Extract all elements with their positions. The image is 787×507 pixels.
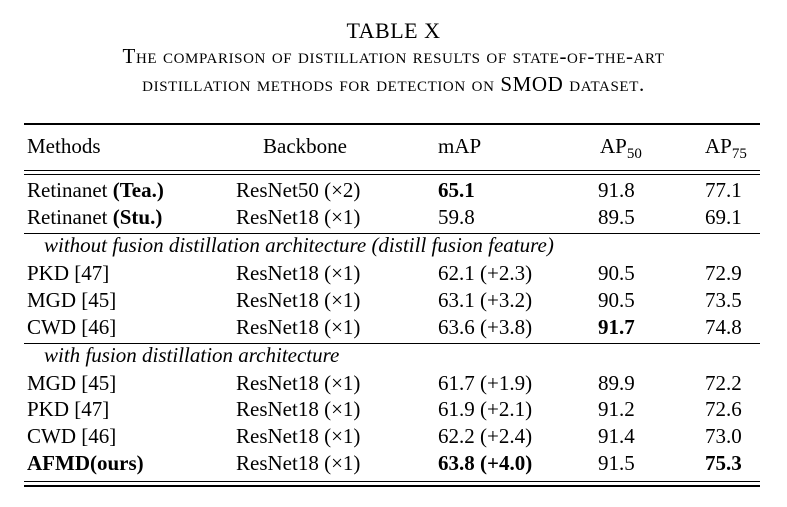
backbone-cell: ResNet18 (×1) [236, 205, 361, 229]
table-row: MGD [45] ResNet18 (×1) 61.7 (+1.9) 89.9 … [0, 368, 787, 398]
method-cell: AFMD(ours) [27, 451, 144, 475]
header-ap50: AP50 [600, 134, 642, 162]
ap75-cell: 72.6 [705, 397, 742, 421]
method-cell: PKD [47] [27, 261, 110, 285]
ap50-cell: 91.7 [598, 315, 635, 339]
header-methods: Methods [27, 134, 101, 158]
header-rule-lower [24, 174, 760, 175]
ap75-cell: 74.8 [705, 315, 742, 339]
section-1-title: without fusion distillation architecture… [44, 233, 554, 257]
table-row: AFMD(ours) ResNet18 (×1) 63.8 (+4.0) 91.… [0, 448, 787, 478]
ap75-cell: 75.3 [705, 451, 742, 475]
map-cell: 62.1 (+2.3) [438, 261, 533, 285]
backbone-cell: ResNet50 (×2) [236, 178, 361, 202]
header-backbone: Backbone [263, 134, 347, 158]
table-caption-line-2: distillation methods for detection on SM… [142, 72, 645, 96]
top-rule [24, 123, 760, 125]
map-cell: 63.8 (+4.0) [438, 451, 533, 475]
ap50-cell: 91.2 [598, 397, 635, 421]
map-cell: 62.2 (+2.4) [438, 424, 533, 448]
method-cell: MGD [45] [27, 288, 117, 312]
table-row: PKD [47] ResNet18 (×1) 61.9 (+2.1) 91.2 … [0, 394, 787, 424]
ap50-cell: 90.5 [598, 288, 635, 312]
method-cell: PKD [47] [27, 397, 110, 421]
method-cell: MGD [45] [27, 371, 117, 395]
ap50-cell: 91.5 [598, 451, 635, 475]
bottom-rule-upper [24, 481, 760, 482]
map-cell: 65.1 [438, 178, 475, 202]
map-cell: 59.8 [438, 205, 475, 229]
table-row: CWD [46] ResNet18 (×1) 62.2 (+2.4) 91.4 … [0, 421, 787, 451]
backbone-cell: ResNet18 (×1) [236, 451, 361, 475]
method-cell: Retinanet (Tea.) [27, 178, 164, 202]
map-cell: 61.7 (+1.9) [438, 371, 533, 395]
section-1-rule [24, 233, 760, 234]
method-cell: CWD [46] [27, 424, 117, 448]
table-row: Retinanet (Stu.) ResNet18 (×1) 59.8 89.5… [0, 202, 787, 232]
table-row: MGD [45] ResNet18 (×1) 63.1 (+3.2) 90.5 … [0, 285, 787, 315]
backbone-cell: ResNet18 (×1) [236, 288, 361, 312]
section-2-title: with fusion distillation architecture [44, 343, 340, 367]
ap50-cell: 91.8 [598, 178, 635, 202]
method-cell: CWD [46] [27, 315, 117, 339]
table-row: Retinanet (Tea.) ResNet50 (×2) 65.1 91.8… [0, 175, 787, 205]
ap75-cell: 69.1 [705, 205, 742, 229]
header-rule-upper [24, 170, 760, 171]
ap75-cell: 77.1 [705, 178, 742, 202]
map-cell: 63.6 (+3.8) [438, 315, 533, 339]
ap75-cell: 73.0 [705, 424, 742, 448]
table-caption-line-1: The comparison of distillation results o… [122, 44, 665, 68]
ap75-cell: 72.2 [705, 371, 742, 395]
table-row: CWD [46] ResNet18 (×1) 63.6 (+3.8) 91.7 … [0, 312, 787, 342]
method-cell: Retinanet (Stu.) [27, 205, 163, 229]
ap50-cell: 89.9 [598, 371, 635, 395]
header-row: Methods Backbone mAP AP50 AP75 [0, 131, 787, 162]
backbone-cell: ResNet18 (×1) [236, 424, 361, 448]
ap50-cell: 90.5 [598, 261, 635, 285]
backbone-cell: ResNet18 (×1) [236, 397, 361, 421]
header-map: mAP [438, 134, 482, 158]
backbone-cell: ResNet18 (×1) [236, 315, 361, 339]
backbone-cell: ResNet18 (×1) [236, 261, 361, 285]
ap50-cell: 89.5 [598, 205, 635, 229]
ap75-cell: 73.5 [705, 288, 742, 312]
table-label: TABLE X [346, 18, 441, 43]
ap50-cell: 91.4 [598, 424, 635, 448]
header-ap75: AP75 [705, 134, 747, 162]
bottom-rule-lower [24, 485, 760, 487]
map-cell: 63.1 (+3.2) [438, 288, 533, 312]
map-cell: 61.9 (+2.1) [438, 397, 533, 421]
table-row: PKD [47] ResNet18 (×1) 62.1 (+2.3) 90.5 … [0, 258, 787, 288]
backbone-cell: ResNet18 (×1) [236, 371, 361, 395]
section-2-rule [24, 343, 760, 344]
ap75-cell: 72.9 [705, 261, 742, 285]
